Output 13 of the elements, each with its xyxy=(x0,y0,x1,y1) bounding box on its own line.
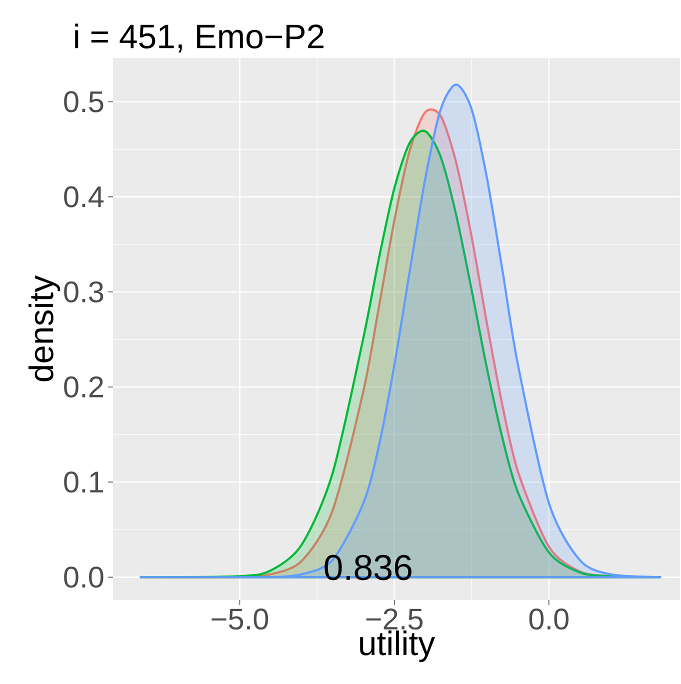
y-tick-label: 0.1 xyxy=(64,472,104,493)
y-axis-title: density xyxy=(28,275,60,382)
chart-title: i = 451, Emo−P2 xyxy=(75,24,324,52)
y-tick-label: 0.5 xyxy=(64,91,104,112)
annotation: 0.836 xyxy=(324,554,412,580)
y-tick-label: 0.3 xyxy=(64,281,104,302)
y-tick-label: 0.4 xyxy=(64,186,104,208)
x-tick-label: 0.0 xyxy=(529,608,569,630)
x-axis-title: utility xyxy=(360,630,436,662)
x-tick-label: −5.0 xyxy=(212,608,268,630)
x-tick-label: −2.5 xyxy=(366,608,423,630)
y-tick-label: 0.2 xyxy=(64,376,103,398)
y-tick-label: 0.0 xyxy=(64,566,104,588)
